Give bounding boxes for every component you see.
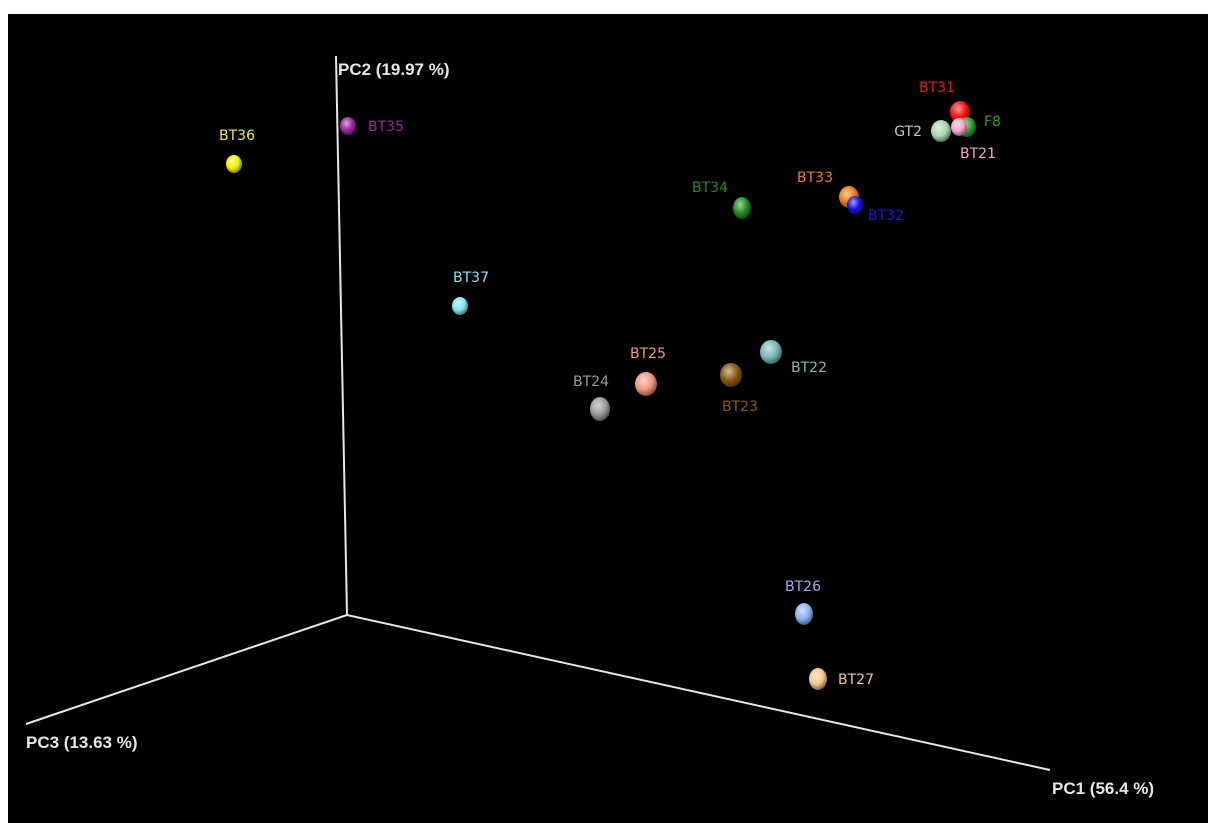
- point-bt23: [720, 363, 742, 387]
- pc2-axis-line: [335, 55, 348, 616]
- point-label-bt35: BT35: [368, 119, 404, 135]
- pc3-axis-line: [25, 614, 348, 725]
- point-label-bt23: BT23: [722, 399, 758, 415]
- point-bt24: [590, 397, 610, 421]
- point-label-bt21: BT21: [960, 146, 996, 162]
- pc1-axis-line: [346, 614, 1051, 771]
- point-label-bt37: BT37: [453, 270, 489, 286]
- point-bt27: [809, 668, 827, 690]
- point-label-f8: F8: [984, 114, 1001, 130]
- point-label-bt32: BT32: [868, 208, 904, 224]
- point-label-bt24: BT24: [573, 374, 609, 390]
- pc3-axis-label: PC3 (13.63 %): [26, 733, 138, 752]
- point-bt25: [635, 372, 657, 396]
- point-bt34: [733, 197, 751, 219]
- point-label-bt31: BT31: [919, 80, 955, 96]
- point-bt32: [847, 196, 863, 214]
- point-bt36: [226, 155, 242, 173]
- point-label-bt22: BT22: [791, 360, 827, 376]
- point-bt22: [760, 340, 782, 364]
- plot-area: [8, 14, 1208, 823]
- point-label-bt25: BT25: [630, 346, 666, 362]
- pc1-axis-label: PC1 (56.4 %): [1052, 779, 1154, 798]
- point-label-bt33: BT33: [797, 170, 833, 186]
- point-label-bt27: BT27: [838, 672, 874, 688]
- point-bt37: [452, 297, 468, 315]
- pc2-axis-label: PC2 (19.97 %): [338, 60, 450, 79]
- point-label-bt26: BT26: [785, 579, 821, 595]
- points-layer: BT36 BT35 BT37 BT34 BT33 BT32 BT31 F8 GT2 BT21 BT2…: [219, 80, 1001, 690]
- point-label-bt36: BT36: [219, 128, 255, 144]
- point-bt21: [951, 118, 967, 136]
- point-label-gt2: GT2: [894, 124, 922, 140]
- point-bt26: [795, 603, 813, 625]
- point-label-bt34: BT34: [692, 180, 728, 196]
- point-gt2: [931, 120, 951, 142]
- point-bt35: [340, 117, 356, 135]
